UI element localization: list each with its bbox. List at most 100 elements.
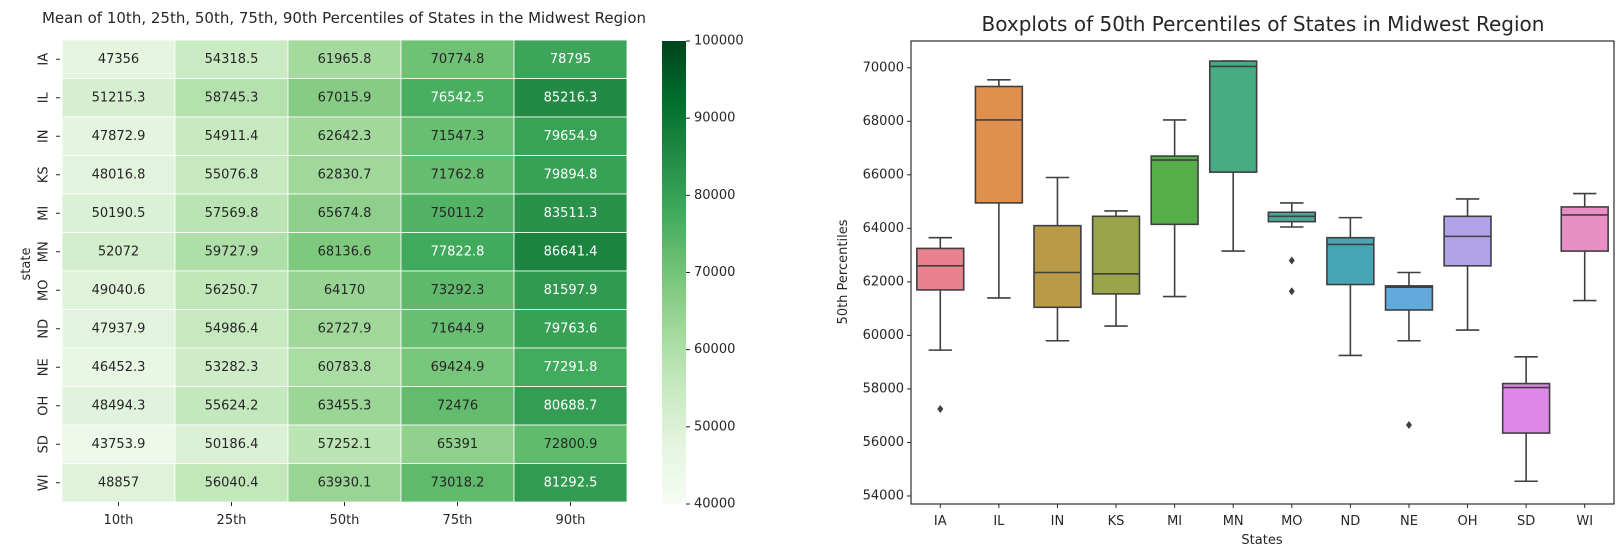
colorbar-tick-label: 40000 bbox=[694, 497, 735, 512]
heatmap-row-label: OH bbox=[37, 396, 52, 416]
heatmap-cell-label: 77822.8 bbox=[431, 244, 485, 259]
heatmap-cell bbox=[400, 155, 515, 195]
heatmap-cell-label: 83511.3 bbox=[544, 206, 598, 221]
heatmap-cell-label: 47872.9 bbox=[92, 129, 146, 144]
heatmap-cell-label: 59727.9 bbox=[205, 244, 259, 259]
heatmap-cell bbox=[287, 309, 402, 349]
box-outlier bbox=[1405, 421, 1412, 430]
heatmap-cell-label: 65674.8 bbox=[318, 206, 372, 221]
box-iqr bbox=[1560, 206, 1609, 252]
heatmap-cell-label: 48857 bbox=[98, 475, 139, 490]
heatmap-row-label: WI bbox=[37, 474, 52, 491]
boxplot-boxes bbox=[916, 60, 1609, 483]
heatmap-cell-label: 60783.8 bbox=[318, 360, 372, 375]
heatmap-cell bbox=[287, 232, 402, 272]
heatmap-cell bbox=[174, 232, 289, 272]
heatmap-cell-label: 85216.3 bbox=[544, 90, 598, 105]
heatmap-column-label: 25th bbox=[217, 513, 247, 528]
box-il bbox=[974, 79, 1024, 299]
heatmap-row-label: MN bbox=[37, 241, 52, 262]
heatmap-panel: Mean of 10th, 25th, 50th, 75th, 90th Per… bbox=[19, 9, 646, 528]
heatmap-cell-label: 57252.1 bbox=[318, 437, 372, 452]
heatmap-cell bbox=[287, 78, 402, 118]
boxplot-x-tick-label: MI bbox=[1167, 514, 1182, 529]
heatmap-cell bbox=[174, 309, 289, 349]
heatmap-cell bbox=[61, 78, 176, 118]
boxplot-x-tick-label: WI bbox=[1576, 514, 1593, 529]
boxplot-x-tick-label: IA bbox=[934, 514, 947, 529]
heatmap-column-label: 50th bbox=[330, 513, 360, 528]
heatmap-cell-label: 71762.8 bbox=[431, 167, 485, 182]
boxplot-x-tick-label: KS bbox=[1108, 514, 1125, 529]
heatmap-cell-label: 52072 bbox=[98, 244, 139, 259]
heatmap-cell bbox=[513, 424, 628, 464]
heatmap-cell-label: 73292.3 bbox=[431, 283, 485, 298]
heatmap-cell-label: 62642.3 bbox=[318, 129, 372, 144]
boxplot-y-tick-label: 70000 bbox=[863, 60, 904, 75]
boxplot-x-tick-label: MO bbox=[1281, 514, 1302, 529]
box-mo bbox=[1267, 202, 1317, 296]
heatmap-row-label: MI bbox=[37, 206, 52, 221]
box-iqr bbox=[1033, 224, 1082, 309]
colorbar-tick-label: 50000 bbox=[694, 419, 735, 434]
boxplot-y-axis-label: 50th Percentiles bbox=[836, 219, 851, 324]
box-iqr bbox=[974, 85, 1024, 204]
heatmap-row-label: SD bbox=[37, 435, 52, 453]
boxplot-y-tick-label: 66000 bbox=[863, 167, 904, 182]
boxplot-y-tick-label: 60000 bbox=[863, 328, 904, 343]
heatmap-cell bbox=[287, 347, 402, 387]
heatmap-cell-label: 72800.9 bbox=[544, 437, 598, 452]
heatmap-cell bbox=[400, 424, 515, 464]
heatmap-cell bbox=[287, 39, 402, 79]
heatmap-cell bbox=[61, 270, 176, 310]
heatmap-cell-label: 43753.9 bbox=[92, 437, 146, 452]
heatmap-cell-label: 71644.9 bbox=[431, 321, 485, 336]
heatmap-cell-label: 56250.7 bbox=[205, 283, 259, 298]
heatmap-cell-label: 86641.4 bbox=[544, 244, 598, 259]
boxplot-x-tick-label: ND bbox=[1341, 514, 1361, 529]
box-outlier bbox=[1288, 256, 1295, 265]
heatmap-cell bbox=[174, 116, 289, 156]
box-iqr bbox=[916, 247, 965, 291]
heatmap-y-axis-label: state bbox=[19, 248, 34, 281]
box-wi bbox=[1560, 192, 1609, 302]
heatmap-cell-label: 77291.8 bbox=[544, 360, 598, 375]
heatmap-cell bbox=[400, 116, 515, 156]
heatmap-cell-label: 79894.8 bbox=[544, 167, 598, 182]
heatmap-cell-label: 48494.3 bbox=[92, 398, 146, 413]
heatmap-cell bbox=[513, 309, 628, 349]
boxplot-panel: Boxplots of 50th Percentiles of States i… bbox=[836, 12, 1615, 548]
colorbar-gradient bbox=[662, 41, 686, 504]
heatmap-cell-label: 47356 bbox=[98, 52, 139, 67]
heatmap-cell bbox=[513, 116, 628, 156]
heatmap-cell bbox=[400, 39, 515, 79]
box-nd bbox=[1326, 216, 1375, 357]
heatmap-cell-label: 51215.3 bbox=[92, 90, 146, 105]
heatmap-cell-label: 57569.8 bbox=[205, 206, 259, 221]
heatmap-cell bbox=[287, 424, 402, 464]
heatmap-cell-label: 69424.9 bbox=[431, 360, 485, 375]
heatmap-cell-label: 80688.7 bbox=[544, 398, 598, 413]
heatmap-cell-label: 78795 bbox=[550, 52, 591, 67]
heatmap-cell-label: 73018.2 bbox=[431, 475, 485, 490]
boxplot-x-tick-label: NE bbox=[1400, 514, 1418, 529]
heatmap-cell-label: 65391 bbox=[437, 437, 478, 452]
heatmap-cell bbox=[400, 309, 515, 349]
heatmap-cell-label: 76542.5 bbox=[431, 90, 485, 105]
box-sd bbox=[1501, 356, 1551, 483]
heatmap-cell-label: 72476 bbox=[437, 398, 478, 413]
heatmap-cell bbox=[61, 155, 176, 195]
heatmap-cell bbox=[513, 347, 628, 387]
heatmap-row-label: IA bbox=[37, 53, 52, 66]
heatmap-cell-label: 79654.9 bbox=[544, 129, 598, 144]
heatmap-row-label: IL bbox=[37, 91, 52, 103]
heatmap-cell bbox=[61, 463, 176, 503]
boxplot-x-tick-label: IL bbox=[993, 514, 1005, 529]
heatmap-cell bbox=[513, 193, 628, 233]
heatmap-cell-label: 79763.6 bbox=[544, 321, 598, 336]
box-oh bbox=[1443, 198, 1492, 331]
heatmap-column-label: 90th bbox=[556, 513, 586, 528]
heatmap-cells: 47356 54318.5 61965.8 70774.8 78795 51215.3 58… bbox=[61, 39, 628, 503]
heatmap-cell bbox=[61, 309, 176, 349]
